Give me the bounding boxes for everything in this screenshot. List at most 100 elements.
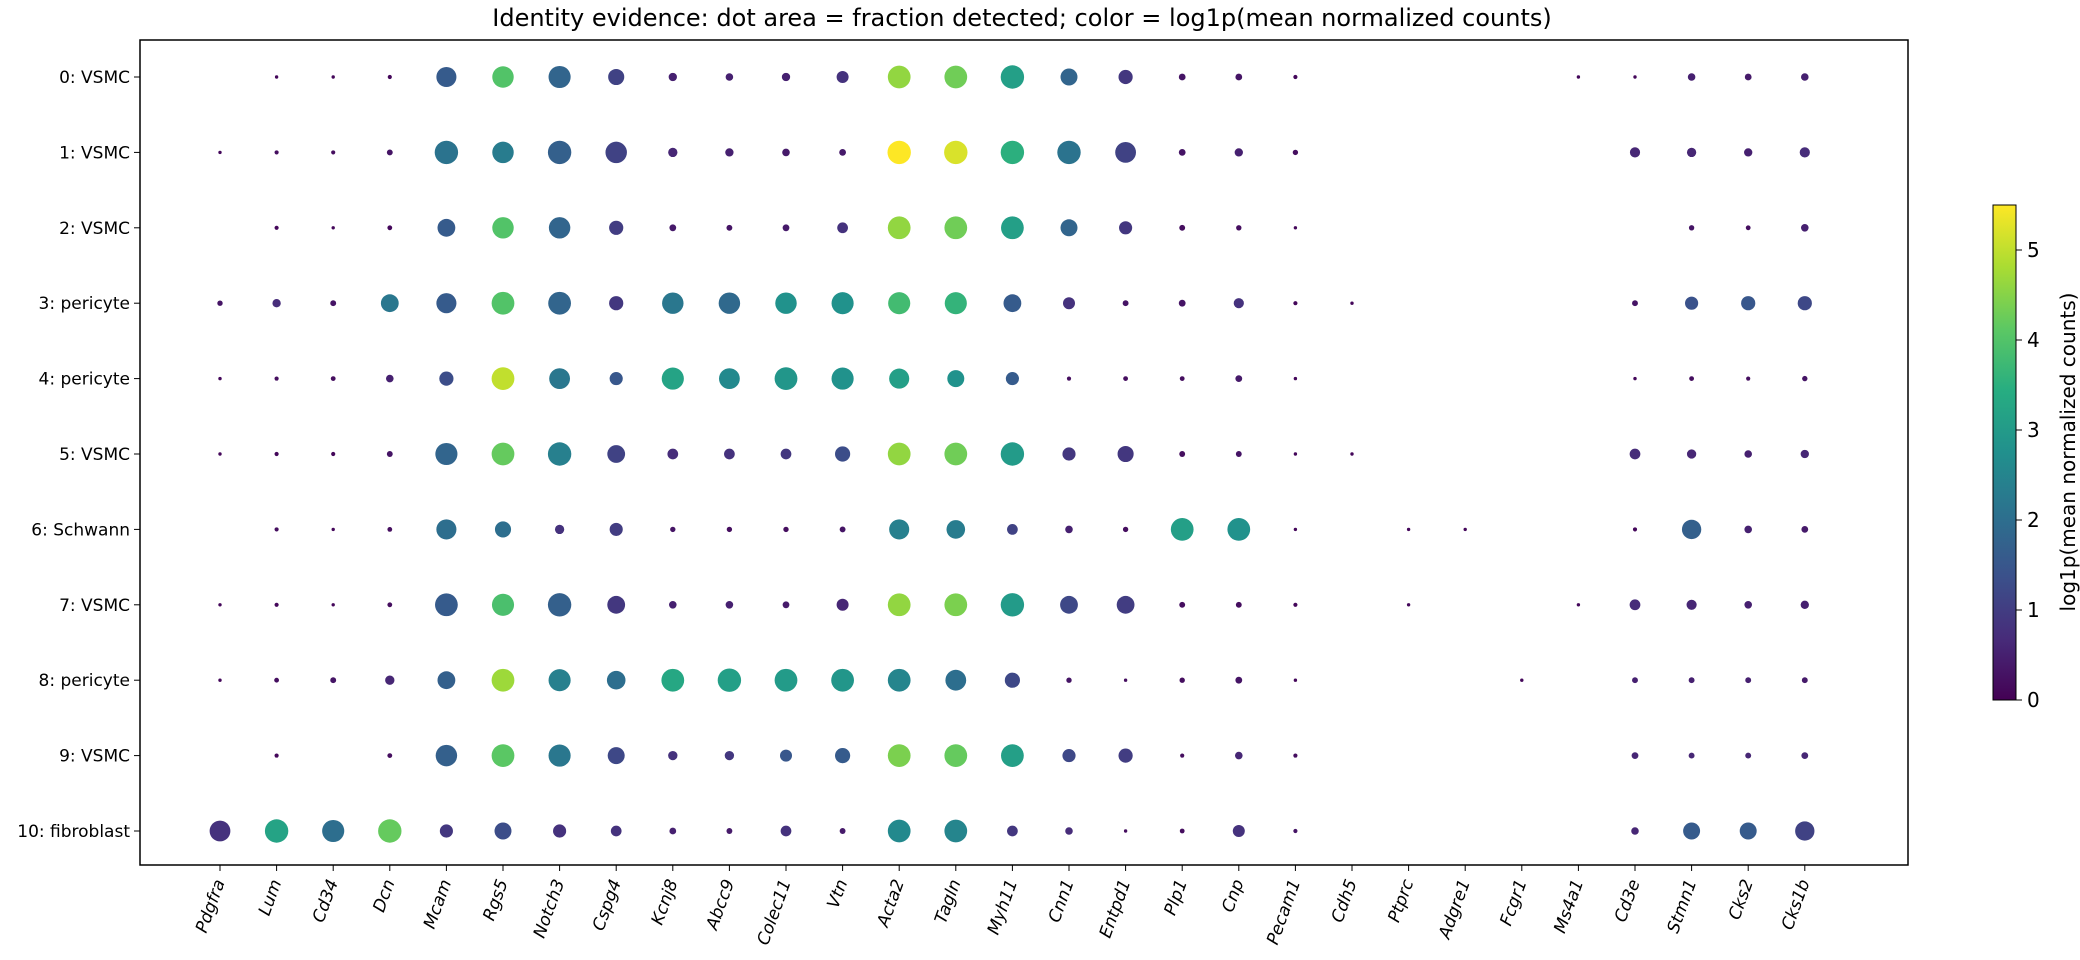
column-label: Notch3: [530, 877, 570, 941]
dot: [491, 744, 515, 767]
dot: [274, 602, 279, 607]
dot: [1235, 751, 1243, 760]
row-label: 10: fibroblast: [17, 822, 130, 842]
dot: [492, 66, 514, 88]
dot: [274, 677, 279, 683]
dot: [782, 601, 790, 609]
dot: [387, 602, 393, 608]
dot: [491, 367, 515, 390]
dot: [1801, 752, 1809, 759]
dot: [1179, 677, 1185, 683]
dot: [1003, 294, 1022, 313]
dot: [780, 448, 792, 460]
column-label: Mcam: [420, 877, 456, 932]
dot: [264, 819, 289, 843]
dot: [330, 677, 337, 684]
dot: [1000, 593, 1025, 617]
dot: [1004, 672, 1020, 688]
dot: [378, 819, 402, 843]
dot: [889, 519, 910, 540]
dot: [492, 217, 514, 239]
dot: [887, 744, 911, 767]
dot: [1001, 216, 1024, 240]
dots-layer: [209, 65, 1815, 843]
dot: [1293, 678, 1298, 682]
dot: [607, 445, 626, 463]
dot: [669, 827, 677, 835]
dot: [492, 141, 514, 164]
dot: [387, 753, 393, 758]
dot: [331, 603, 335, 607]
dot: [1179, 224, 1186, 231]
dot: [1001, 744, 1024, 767]
dot: [1689, 376, 1694, 381]
dot: [1178, 149, 1186, 156]
dot: [836, 71, 849, 83]
dot: [944, 593, 968, 617]
column-label: Cks2: [1725, 877, 1758, 923]
dot: [1179, 601, 1186, 608]
dot: [726, 828, 733, 834]
dot: [1795, 821, 1815, 841]
dot: [439, 371, 454, 386]
dot: [887, 819, 911, 843]
dot: [1633, 75, 1637, 79]
dot: [274, 75, 279, 79]
dot: [726, 224, 733, 231]
dot: [274, 150, 279, 155]
dot: [837, 222, 848, 234]
dot: [387, 74, 392, 80]
dot: [1463, 527, 1467, 532]
dot: [1688, 225, 1695, 231]
dot: [1118, 748, 1133, 763]
dot: [1520, 678, 1524, 682]
dot: [668, 750, 678, 761]
dot: [782, 224, 790, 232]
dot: [1000, 65, 1025, 89]
dot: [1233, 298, 1244, 309]
dot: [436, 293, 457, 314]
dot: [1629, 599, 1641, 611]
dot: [1170, 518, 1194, 541]
dot: [491, 291, 515, 315]
dot: [1235, 375, 1243, 382]
dot: [606, 670, 626, 690]
dot: [609, 296, 624, 311]
chart-title: Identity evidence: dot area = fraction d…: [492, 4, 1551, 32]
dot: [436, 66, 457, 88]
dot: [1063, 297, 1075, 310]
dot: [1179, 451, 1186, 457]
dot: [1293, 301, 1298, 306]
dot: [946, 520, 966, 539]
dot: [217, 300, 223, 306]
dot: [724, 750, 735, 761]
dot: [1179, 376, 1185, 381]
dot: [494, 521, 512, 538]
row-labels: 0: VSMC 1: VSMC 2: VSMC 3: pericyte 4: peric…: [17, 68, 140, 842]
dot: [1007, 524, 1018, 535]
dot: [944, 216, 968, 240]
dot: [322, 819, 345, 843]
dot: [434, 140, 459, 165]
dot: [1686, 449, 1697, 459]
dot: [839, 526, 846, 533]
dot: [380, 294, 399, 313]
dot: [1066, 677, 1072, 683]
dot: [1688, 752, 1695, 759]
dot: [609, 372, 623, 386]
dot: [1065, 525, 1073, 534]
dot: [669, 224, 677, 232]
dot: [548, 291, 571, 315]
dot: [1235, 73, 1243, 81]
dot: [218, 452, 222, 456]
row-label: 1: VSMC: [59, 143, 130, 163]
dot: [835, 748, 851, 764]
dot: [887, 668, 911, 692]
column-label: Dcn: [369, 877, 399, 915]
dot: [1406, 527, 1411, 532]
dot: [1741, 296, 1756, 311]
dot: [944, 442, 968, 466]
dot: [548, 217, 571, 239]
dot: [491, 593, 515, 616]
dot: [1744, 525, 1752, 534]
